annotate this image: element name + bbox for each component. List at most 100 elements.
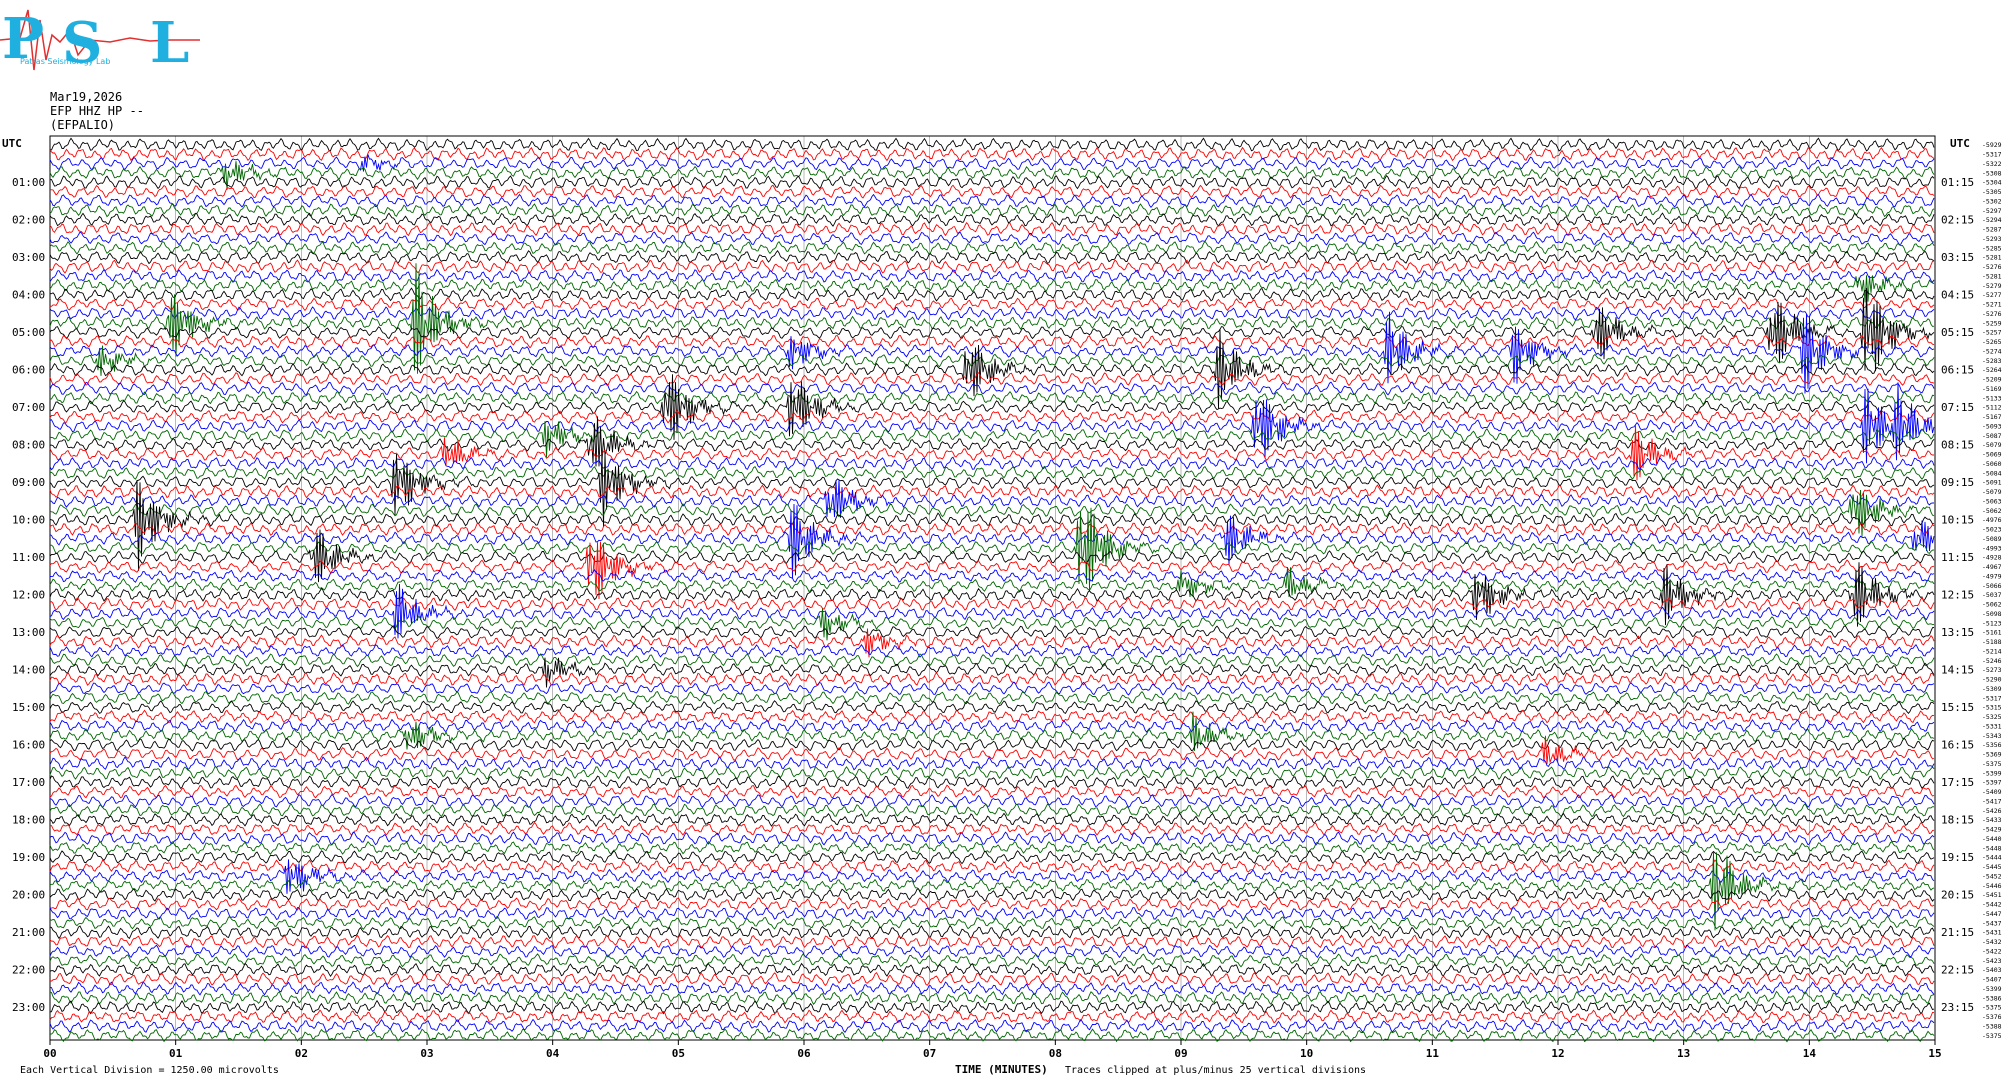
seismic-trace	[49, 562, 1935, 627]
trace-offset-label: -4967	[1982, 563, 2002, 571]
trace-offset-label: -4928	[1982, 554, 2002, 562]
trace-offset-label: -5407	[1982, 976, 2002, 984]
trace-offset-label: -5274	[1982, 347, 2002, 355]
hour-label-right: 19:15	[1941, 851, 1974, 864]
seismic-trace	[49, 484, 1935, 499]
trace-offset-label: -5375	[1982, 760, 2002, 768]
logo-letter: P	[2, 6, 44, 72]
hour-label-right: 06:15	[1941, 364, 1974, 377]
trace-offset-label: -5060	[1982, 460, 2002, 468]
hour-label-left: 22:00	[12, 964, 45, 977]
trace-offset-label: -5315	[1982, 704, 2002, 712]
trace-offset-label: -5399	[1982, 985, 2002, 993]
seismic-trace	[49, 541, 1935, 600]
seismic-trace	[49, 775, 1935, 790]
x-tick-label: 03	[420, 1047, 433, 1060]
hour-label-right: 16:15	[1941, 739, 1974, 752]
seismic-trace	[49, 507, 1935, 590]
seismic-trace	[49, 765, 1935, 780]
header-date: Mar19,2026	[50, 90, 123, 104]
x-tick-label: 14	[1803, 1047, 1817, 1060]
seismic-trace	[49, 329, 1935, 409]
x-tick-label: 08	[1049, 1047, 1062, 1060]
trace-offset-label: -5426	[1982, 807, 2002, 815]
seismic-trace	[49, 231, 1935, 246]
seismic-trace	[49, 944, 1935, 959]
seismic-trace	[49, 625, 1935, 640]
seismic-trace	[49, 374, 1935, 440]
trace-offset-label: -5276	[1982, 310, 2002, 318]
hour-label-left: 17:00	[12, 776, 45, 789]
trace-offset-label: -5093	[1982, 422, 2002, 430]
seismic-trace	[49, 479, 1935, 572]
trace-offset-label: -5133	[1982, 394, 2002, 402]
x-tick-label: 05	[672, 1047, 685, 1060]
trace-offset-label: -5432	[1982, 938, 2002, 946]
x-tick-label: 12	[1551, 1047, 1564, 1060]
trace-offset-label: -5429	[1982, 826, 2002, 834]
seismic-trace	[49, 756, 1935, 771]
hour-label-left: 06:00	[12, 364, 45, 377]
hour-label-left: 08:00	[12, 439, 45, 452]
seismic-trace	[49, 821, 1935, 836]
hour-label-left: 16:00	[12, 739, 45, 752]
seismic-trace	[49, 212, 1935, 227]
seismic-trace	[49, 793, 1935, 809]
seismic-trace	[50, 287, 1935, 302]
x-tick-label: 01	[169, 1047, 183, 1060]
seismic-trace	[49, 334, 1935, 349]
seismic-trace	[49, 390, 1935, 405]
seismic-trace	[49, 193, 1935, 209]
seismic-trace	[49, 681, 1935, 696]
hour-label-right: 02:15	[1941, 214, 1974, 227]
hour-label-right: 05:15	[1941, 326, 1974, 339]
hour-label-left: 10:00	[12, 514, 45, 527]
trace-offset-label: -5169	[1982, 385, 2002, 393]
trace-offset-label: -5098	[1982, 610, 2002, 618]
seismic-trace	[49, 465, 1935, 480]
trace-offset-label: -5386	[1982, 994, 2002, 1002]
seismic-trace	[49, 934, 1935, 949]
logo-letter: S	[62, 10, 102, 76]
hour-label-right: 15:15	[1941, 701, 1974, 714]
hour-label-left: 19:00	[12, 851, 45, 864]
trace-offset-label: -5112	[1982, 404, 2002, 412]
seismic-trace	[49, 221, 1935, 237]
seismic-trace	[49, 306, 1935, 321]
hour-label-right: 08:15	[1941, 439, 1974, 452]
hour-label-left: 11:00	[12, 551, 45, 564]
x-tick-label: 11	[1426, 1047, 1440, 1060]
trace-offset-label: -5376	[1982, 1013, 2002, 1021]
trace-offset-label: -5302	[1982, 197, 2002, 205]
trace-offset-label: -5431	[1982, 929, 2002, 937]
x-tick-label: 13	[1677, 1047, 1690, 1060]
seismic-trace	[49, 925, 1935, 940]
x-tick-label: 15	[1928, 1047, 1941, 1060]
seismic-trace	[49, 657, 1935, 688]
hour-label-right: 10:15	[1941, 514, 1974, 527]
trace-offset-label: -5388	[1982, 1022, 2002, 1030]
trace-offset-label: -5089	[1982, 535, 2002, 543]
seismic-trace	[49, 421, 1935, 458]
hour-label-left: 02:00	[12, 214, 45, 227]
hour-label-right: 17:15	[1941, 776, 1974, 789]
seismic-trace	[49, 263, 1935, 374]
trace-offset-label: -5369	[1982, 751, 2002, 759]
seismic-trace	[49, 906, 1935, 920]
seismic-trace	[49, 345, 1935, 376]
trace-offset-label: -5257	[1982, 329, 2002, 337]
hour-label-left: 18:00	[12, 814, 45, 827]
seismic-trace	[49, 1009, 1934, 1024]
seismic-trace	[49, 275, 1935, 303]
seismic-trace	[49, 287, 1935, 372]
trace-offset-label: -5087	[1982, 432, 2002, 440]
x-tick-label: 07	[923, 1047, 936, 1060]
seismic-trace	[49, 784, 1935, 799]
trace-offset-label: -5062	[1982, 507, 2002, 515]
trace-offset-label: -5214	[1982, 647, 2002, 655]
hour-label-right: 23:15	[1941, 1001, 1974, 1014]
trace-offset-label: -5209	[1982, 376, 2002, 384]
seismic-trace	[49, 566, 1935, 598]
seismic-trace	[49, 852, 1935, 931]
